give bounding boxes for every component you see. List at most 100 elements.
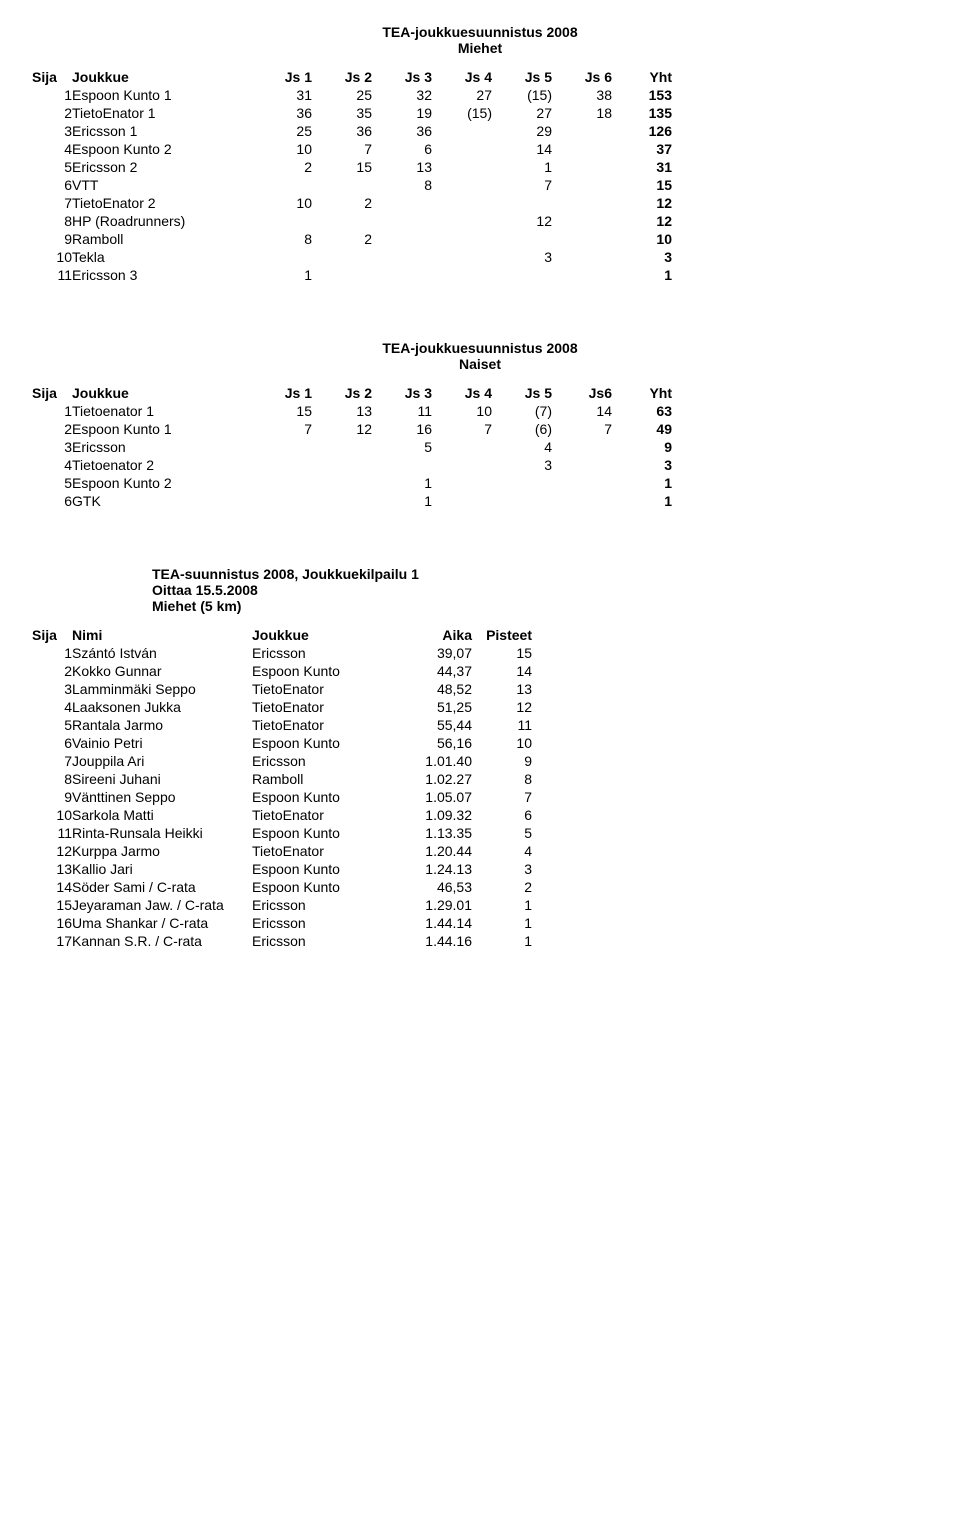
cell: 55,44 [402,716,472,734]
standings-table-naiset: SijaJoukkueJs 1Js 2Js 3Js 4Js 5Js6Yht1Ti… [32,384,672,510]
cell: Vainio Petri [72,734,252,752]
cell [432,266,492,284]
cell: 1 [492,158,552,176]
col-header: Sija [32,68,72,86]
col-header: Js 1 [252,68,312,86]
cell: 13 [32,860,72,878]
table-row: 7TietoEnator 210212 [32,194,672,212]
cell [432,492,492,510]
cell: 18 [552,104,612,122]
table-row: 9Ramboll8210 [32,230,672,248]
cell: 2 [32,420,72,438]
cell: Ericsson 1 [72,122,252,140]
cell: 16 [32,914,72,932]
cell [492,194,552,212]
cell: 1 [472,896,532,914]
table-row: 8Sireeni JuhaniRamboll1.02.278 [32,770,532,788]
cell [552,492,612,510]
col-header: Joukkue [72,384,252,402]
cell: 1 [252,266,312,284]
cell: Ramboll [72,230,252,248]
cell: 12 [492,212,552,230]
cell: Lamminmäki Seppo [72,680,252,698]
cell: 7 [32,194,72,212]
col-header: Js 6 [552,68,612,86]
col-header: Sija [32,384,72,402]
table-row: 15Jeyaraman Jaw. / C-rataEricsson1.29.01… [32,896,532,914]
table-row: 2Kokko GunnarEspoon Kunto44,3714 [32,662,532,680]
table-row: 4Tietoenator 233 [32,456,672,474]
cell [552,212,612,230]
cell: 5 [372,438,432,456]
col-header: Js 2 [312,384,372,402]
cell [372,194,432,212]
cell: Sireeni Juhani [72,770,252,788]
cell: 135 [612,104,672,122]
cell: Espoon Kunto [252,860,402,878]
cell: 1.09.32 [402,806,472,824]
cell: Ericsson [252,914,402,932]
cell: 3 [472,860,532,878]
table-row: 6VTT8715 [32,176,672,194]
col-header: Js6 [552,384,612,402]
table-row: 11Ericsson 311 [32,266,672,284]
cell: Ericsson [252,896,402,914]
cell: 1.05.07 [402,788,472,806]
cell: 7 [32,752,72,770]
cell: 8 [372,176,432,194]
cell: 15 [312,158,372,176]
subtitle-2: Naiset [32,356,928,372]
cell: 2 [32,662,72,680]
cell: 1.24.13 [402,860,472,878]
cell [252,248,312,266]
table-row: 2TietoEnator 1363519(15)2718135 [32,104,672,122]
cell: 15 [32,896,72,914]
cell: 13 [312,402,372,420]
cell: 1 [612,266,672,284]
cell [372,266,432,284]
cell: 9 [32,230,72,248]
col-header: Js 1 [252,384,312,402]
cell: 17 [32,932,72,950]
cell: 12 [472,698,532,716]
subtitle-1: Miehet [32,40,928,56]
cell: 27 [432,86,492,104]
cell: 39,07 [402,644,472,662]
cell: Espoon Kunto [252,734,402,752]
cell: 9 [32,788,72,806]
col-header: Js 5 [492,384,552,402]
cell: Ericsson 3 [72,266,252,284]
cell: 1.44.16 [402,932,472,950]
cell: Kallio Jari [72,860,252,878]
table-row: 3Lamminmäki SeppoTietoEnator48,5213 [32,680,532,698]
cell: 7 [472,788,532,806]
cell: Tietoenator 2 [72,456,252,474]
cell [552,194,612,212]
cell: TietoEnator 2 [72,194,252,212]
cell: 8 [32,770,72,788]
cell: 3 [32,122,72,140]
cell [312,176,372,194]
cell: Ericsson [252,932,402,950]
cell: 1 [612,474,672,492]
cell: 5 [32,474,72,492]
cell: Ramboll [252,770,402,788]
cell: 15 [612,176,672,194]
cell [432,140,492,158]
col-header: Joukkue [252,626,402,644]
title-2: TEA-joukkuesuunnistus 2008 [32,340,928,356]
cell: Söder Sami / C-rata [72,878,252,896]
cell: (15) [492,86,552,104]
table-row: 1Szántó IstvánEricsson39,0715 [32,644,532,662]
cell: Espoon Kunto 2 [72,140,252,158]
cell: 4 [492,438,552,456]
cell: TietoEnator [252,806,402,824]
cell: Kannan S.R. / C-rata [72,932,252,950]
cell [252,492,312,510]
cell: Espoon Kunto 1 [72,420,252,438]
cell [552,158,612,176]
cell [492,266,552,284]
cell [312,438,372,456]
cell: 5 [32,158,72,176]
cell: Rantala Jarmo [72,716,252,734]
